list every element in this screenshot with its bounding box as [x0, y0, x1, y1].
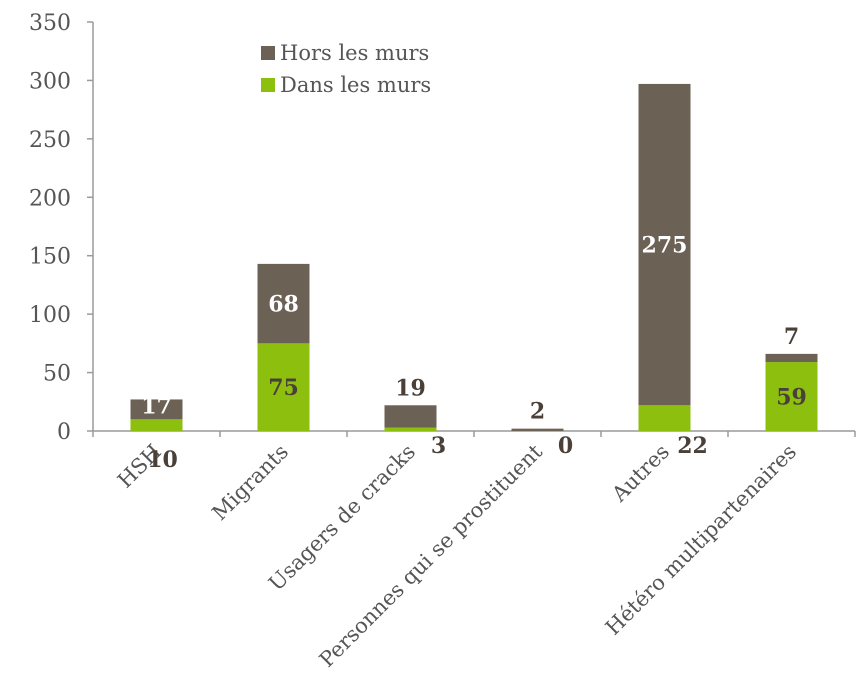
- bar-segment-hors-les-murs: [511, 428, 564, 431]
- data-label-dans-les-murs: 75: [268, 375, 299, 401]
- legend-swatch: [261, 46, 275, 60]
- bar-segment-dans-les-murs: [765, 362, 818, 431]
- bar-segment-hors-les-murs: [765, 353, 818, 363]
- y-tick-label: 250: [29, 128, 71, 153]
- bars: [130, 83, 818, 431]
- y-tick-label: 150: [29, 245, 71, 270]
- bar-segment-hors-les-murs: [130, 399, 183, 420]
- y-tick-label: 50: [43, 362, 71, 387]
- x-category-label: Migrants: [207, 440, 293, 526]
- y-tick-label: 100: [29, 303, 71, 328]
- data-label-hors-les-murs: 7: [784, 324, 799, 350]
- data-label-dans-les-murs: 59: [776, 385, 807, 411]
- bar-segment-hors-les-murs: [384, 405, 437, 428]
- data-label-hors-les-murs: 19: [395, 375, 426, 401]
- x-category-label: Autres: [607, 440, 674, 507]
- legend: Hors les murs Dans les murs: [261, 41, 431, 97]
- y-tick-label: 0: [57, 420, 71, 445]
- bar-segment-dans-les-murs: [638, 405, 691, 431]
- data-label-hors-les-murs: 2: [530, 399, 545, 425]
- y-tick-label: 350: [29, 11, 71, 36]
- bar-segment-hors-les-murs: [638, 83, 691, 406]
- data-label-hors-les-murs: 17: [141, 393, 172, 419]
- data-label-dans-les-murs: 0: [558, 433, 573, 459]
- bar-segment-dans-les-murs: [384, 427, 437, 431]
- bar-segment-hors-les-murs: [257, 263, 310, 344]
- bar-segment-dans-les-murs: [130, 419, 183, 431]
- y-tick-label: 300: [29, 69, 71, 94]
- data-label-dans-les-murs: 10: [147, 447, 178, 473]
- data-label-dans-les-murs: 3: [431, 433, 446, 459]
- data-label-hors-les-murs: 68: [268, 292, 299, 318]
- y-tick-label: 200: [29, 186, 71, 211]
- x-category-label: Personnes qui se prostituent: [315, 439, 548, 672]
- legend-swatch: [261, 78, 275, 92]
- data-label-hors-les-murs: 275: [642, 233, 688, 259]
- legend-label: Dans les murs: [280, 73, 431, 97]
- bar-segment-dans-les-murs: [257, 343, 310, 431]
- legend-label: Hors les murs: [280, 41, 429, 65]
- data-label-dans-les-murs: 22: [677, 433, 708, 459]
